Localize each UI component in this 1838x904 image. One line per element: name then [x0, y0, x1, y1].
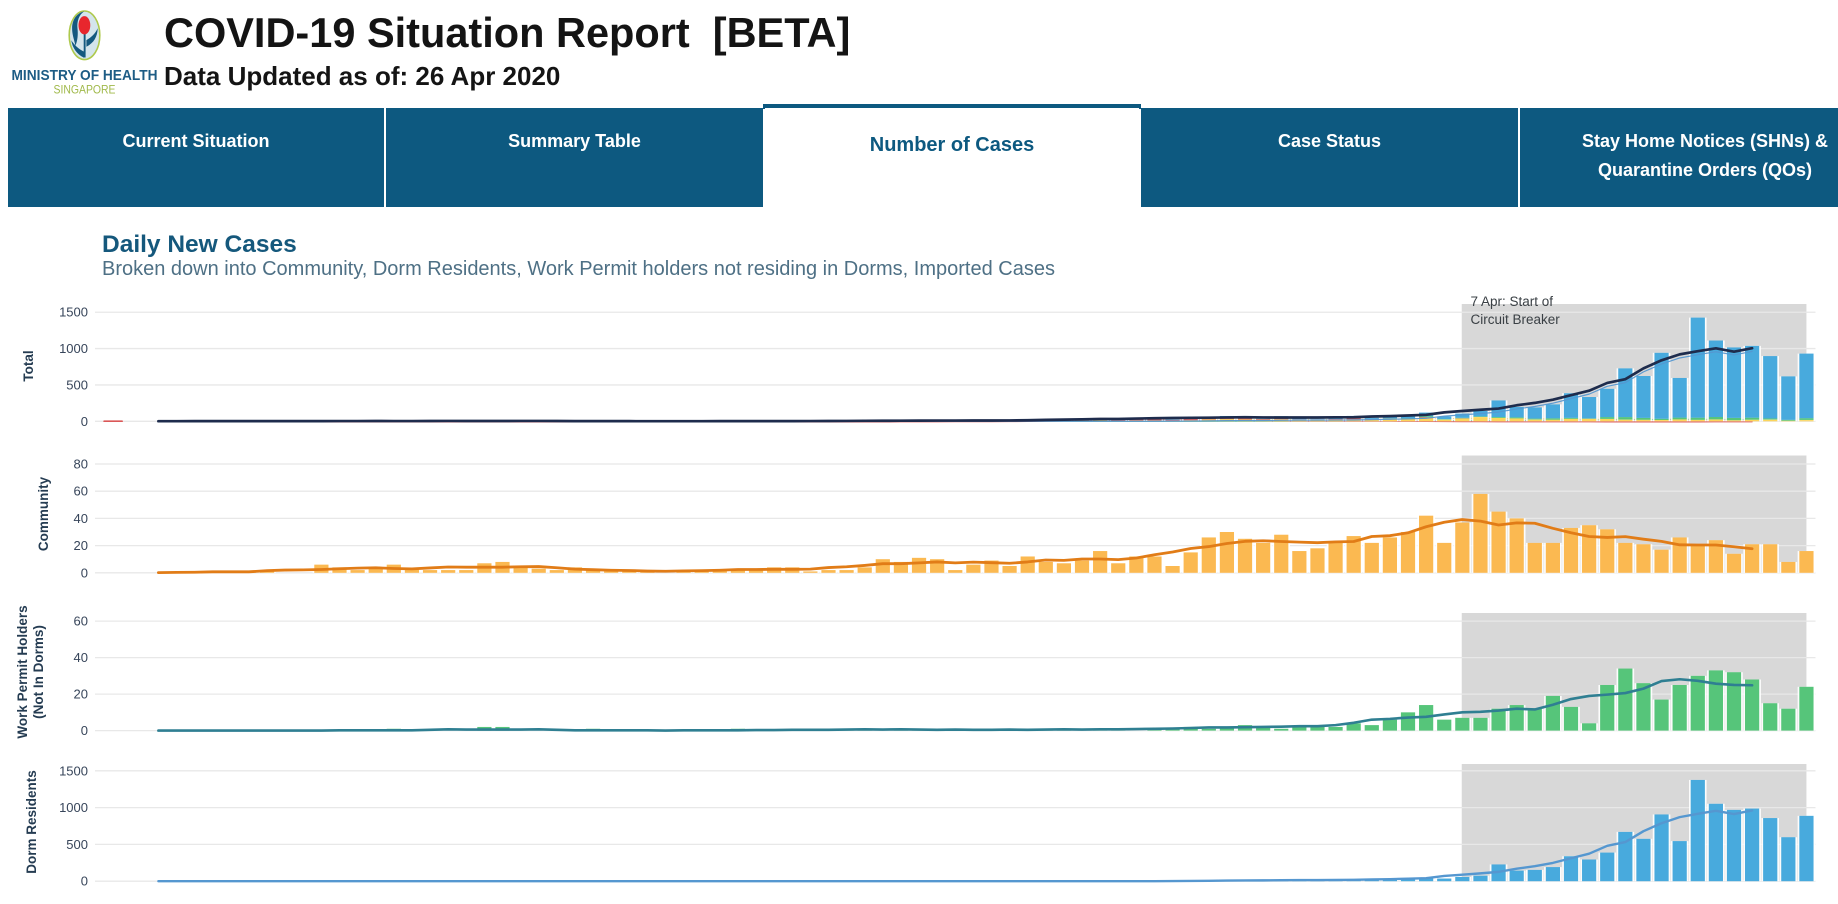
svg-text:Community: Community	[36, 476, 51, 551]
svg-text:Work Permit Holders: Work Permit Holders	[15, 605, 30, 738]
svg-text:Circuit Breaker: Circuit Breaker	[1471, 312, 1561, 327]
svg-text:7 Apr: Start of: 7 Apr: Start of	[1471, 294, 1554, 309]
svg-text:0: 0	[81, 414, 88, 429]
svg-text:20: 20	[74, 687, 88, 702]
svg-text:MINISTRY OF HEALTH: MINISTRY OF HEALTH	[12, 67, 158, 84]
svg-text:40: 40	[74, 511, 88, 526]
svg-text:Dorm Residents: Dorm Residents	[24, 770, 39, 874]
svg-text:60: 60	[74, 484, 88, 499]
svg-text:0: 0	[81, 723, 88, 738]
svg-text:500: 500	[66, 377, 88, 392]
svg-text:80: 80	[74, 457, 88, 472]
svg-text:20: 20	[74, 538, 88, 553]
svg-text:1000: 1000	[59, 341, 88, 356]
svg-text:(Not In Dorms): (Not In Dorms)	[31, 625, 46, 719]
svg-text:0: 0	[81, 565, 88, 580]
svg-text:1000: 1000	[59, 800, 88, 815]
svg-text:1500: 1500	[59, 305, 88, 320]
svg-text:40: 40	[74, 650, 88, 665]
svg-text:SINGAPORE: SINGAPORE	[54, 84, 116, 97]
svg-text:60: 60	[74, 614, 88, 629]
svg-text:Total: Total	[21, 350, 36, 381]
svg-text:0: 0	[81, 874, 88, 889]
svg-text:500: 500	[66, 837, 88, 852]
svg-text:1500: 1500	[59, 763, 88, 778]
